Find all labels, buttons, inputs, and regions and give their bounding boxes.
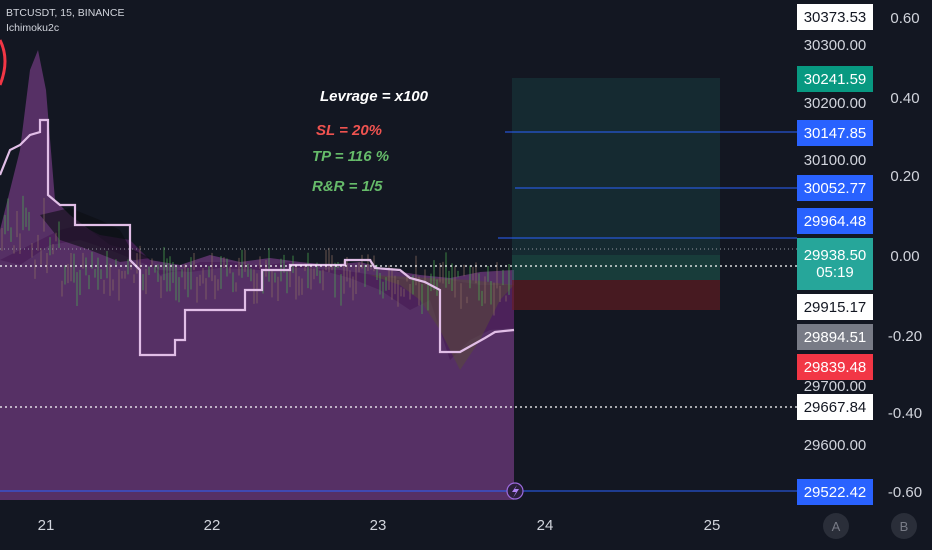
price-label-white-1: 29915.17 (797, 294, 873, 320)
price-label-level-3: 29964.48 (797, 208, 873, 234)
date-tick: 22 (203, 517, 221, 534)
price-label-stop: 29839.48 (797, 354, 873, 380)
pct-tick: -0.40 (887, 405, 923, 422)
price-label-gray: 29894.51 (797, 324, 873, 350)
pct-tick: -0.20 (887, 328, 923, 345)
pct-tick: 0.20 (890, 168, 920, 185)
price-label-target: 30241.59 (797, 66, 873, 92)
date-tick: 21 (37, 517, 55, 534)
scale-b-button[interactable]: B (891, 513, 917, 539)
sl-note: SL = 20% (316, 122, 383, 139)
entry-zone (512, 255, 720, 280)
take-profit-zone (512, 78, 720, 255)
price-tick: 30200.00 (803, 95, 867, 112)
date-tick: 23 (369, 517, 387, 534)
cloud-black-patch (40, 208, 150, 262)
tp-note: TP = 116 % (312, 148, 390, 165)
bar-countdown: 05:19 (816, 264, 854, 281)
symbol-label[interactable]: BTCUSDT, 15, BINANCE (6, 7, 125, 19)
cloud-olive-patch (370, 275, 514, 370)
price-label-white-2: 29667.84 (797, 394, 873, 420)
pct-tick: 0.40 (890, 90, 920, 107)
indicator-label[interactable]: Ichimoku2c (6, 22, 60, 34)
candlesticks (1, 195, 510, 316)
red-arc (0, 39, 7, 86)
leverage-note: Levrage = x100 (320, 88, 428, 105)
pct-tick: 0.00 (890, 248, 920, 265)
price-tick: 30100.00 (803, 152, 867, 169)
auto-scale-button[interactable]: A (823, 513, 849, 539)
price-tick: 29700.00 (803, 378, 867, 395)
price-tick: 30300.00 (803, 37, 867, 54)
stop-loss-zone (512, 280, 720, 310)
current-price: 29938.50 (803, 247, 867, 264)
price-tick: 29600.00 (803, 437, 867, 454)
date-tick: 25 (703, 517, 721, 534)
pct-tick: 0.60 (890, 10, 920, 27)
rr-note: R&R = 1/5 (312, 178, 383, 195)
price-label-top: 30373.53 (797, 4, 873, 30)
baseline-line (0, 118, 515, 357)
current-price-label: 29938.50 05:19 (797, 238, 873, 290)
price-label-level-1: 30147.85 (797, 120, 873, 146)
chart-header: BTCUSDT, 15, BINANCE Ichimoku2c (6, 6, 124, 36)
price-label-level-2: 30052.77 (797, 175, 873, 201)
price-label-bottom: 29522.42 (797, 479, 873, 505)
lightning-glyph (512, 485, 519, 498)
date-tick: 24 (536, 517, 554, 534)
pct-tick: -0.60 (887, 484, 923, 501)
